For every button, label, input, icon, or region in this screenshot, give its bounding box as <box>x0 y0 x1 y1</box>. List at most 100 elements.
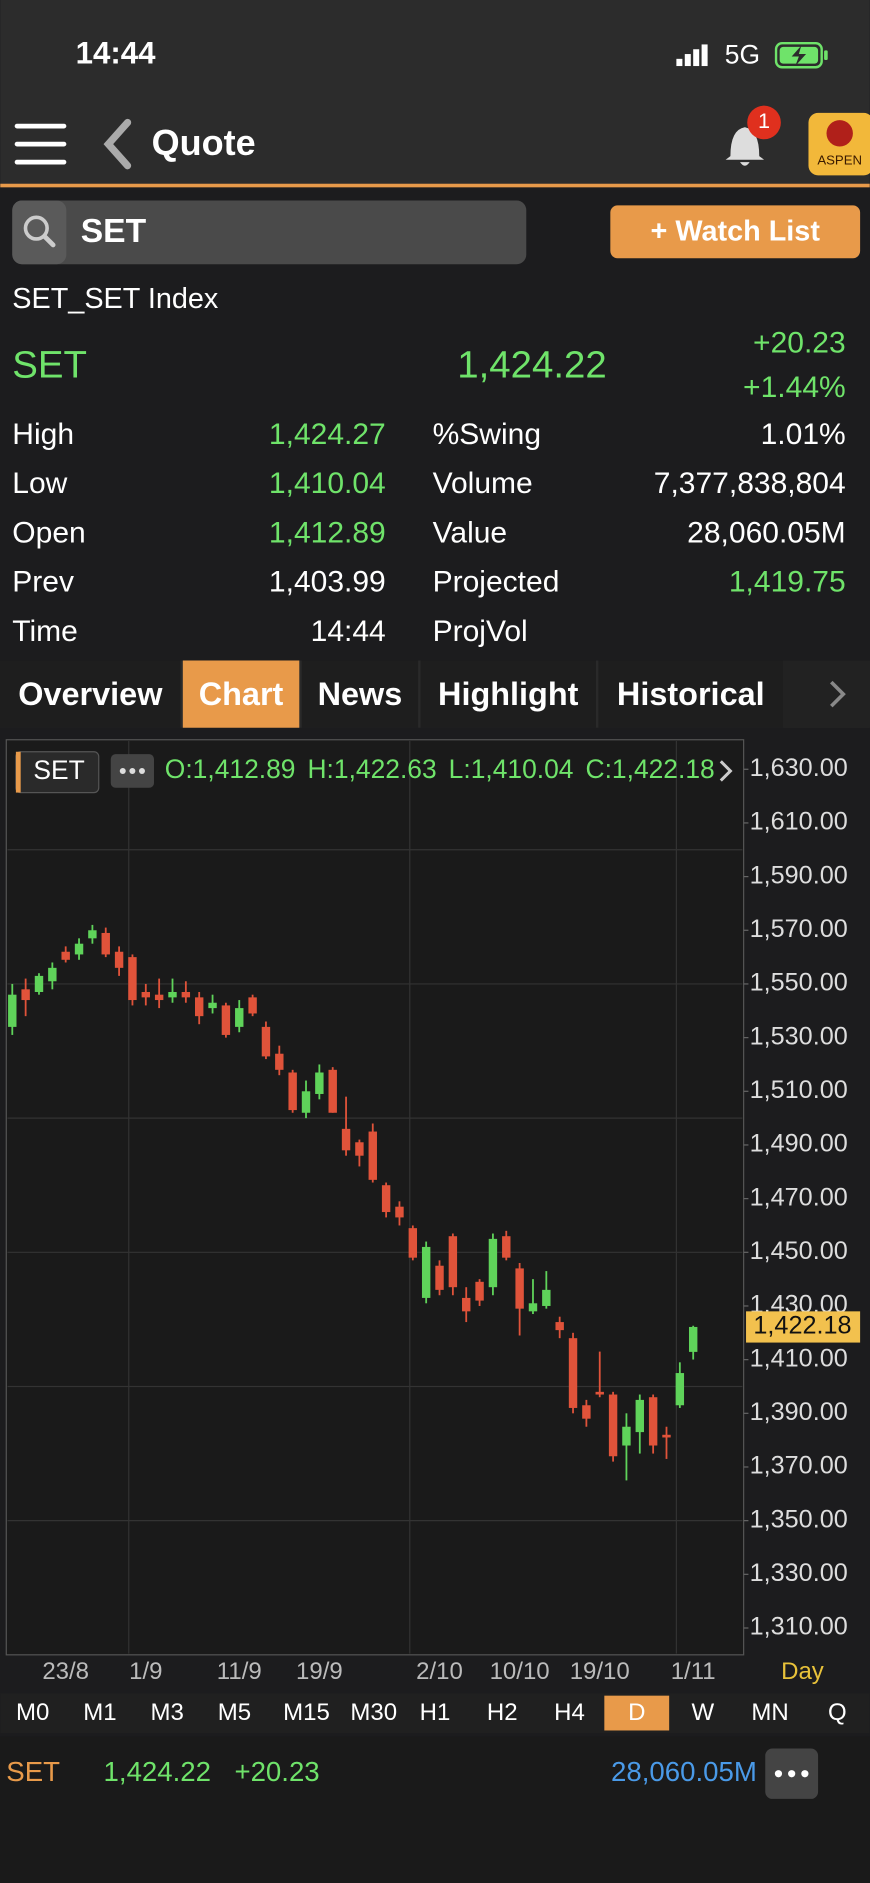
x-tick-label: 19/10 <box>570 1658 630 1685</box>
candle-body <box>61 951 70 960</box>
x-tick-label: 10/10 <box>490 1658 550 1685</box>
candle-body <box>355 1142 364 1156</box>
candle-body <box>435 1265 444 1290</box>
candle-body <box>582 1405 591 1419</box>
tab-label: Chart <box>199 676 284 712</box>
candle-body <box>21 989 30 1001</box>
period-label[interactable]: H1 <box>420 1699 451 1726</box>
stat-label: Time <box>12 615 78 648</box>
stat-value: 1,424.27 <box>269 418 386 451</box>
battery-icon <box>774 42 828 69</box>
stat-value: 1,403.99 <box>269 566 386 599</box>
ohlc-value: C:1,422.18 <box>586 754 715 784</box>
period-label[interactable]: M15 <box>283 1699 330 1726</box>
quote-symbol: SET <box>12 344 87 387</box>
stat-value: 28,060.05M <box>687 516 846 549</box>
watchlist-button[interactable] <box>610 205 861 259</box>
chart: 1,310.00 1,330.00 1,350.00 1,370.00 1,390.00… <box>7 754 861 1685</box>
period-label[interactable]: M5 <box>218 1699 251 1726</box>
chart-symbol: SET <box>33 755 84 785</box>
candle-body <box>101 932 110 955</box>
ohlc-value: H:1,422.63 <box>307 754 436 784</box>
candle-body <box>462 1297 471 1312</box>
stat-label: Low <box>12 467 67 500</box>
interval-label: Day <box>781 1658 824 1685</box>
logo-text: ASPEN <box>817 152 862 167</box>
period-label[interactable]: H4 <box>554 1699 585 1726</box>
x-tick-label: 2/10 <box>416 1658 463 1685</box>
candle-body <box>395 1206 404 1218</box>
tab[interactable] <box>0 660 181 728</box>
candle-body <box>114 951 124 968</box>
candle-body <box>221 1005 231 1035</box>
period-label[interactable]: M3 <box>151 1699 184 1726</box>
y-tick-label: 1,530.00 <box>750 1022 848 1050</box>
logo-mark <box>826 120 853 147</box>
period-label[interactable]: M1 <box>83 1699 116 1726</box>
search-icon <box>23 215 49 241</box>
notification-bell[interactable] <box>725 127 765 166</box>
stat-label: %Swing <box>433 418 541 451</box>
stat-value: 1,412.89 <box>269 516 386 549</box>
candle-body <box>662 1434 671 1438</box>
candle-body <box>675 1373 685 1406</box>
tab[interactable] <box>598 660 784 728</box>
candle-body <box>622 1426 631 1446</box>
candle-body <box>301 1091 311 1113</box>
x-tick-label: 1/9 <box>129 1658 162 1685</box>
stat-label: Open <box>12 516 85 549</box>
y-tick-label: 1,550.00 <box>750 969 848 997</box>
period-label[interactable]: H2 <box>487 1699 518 1726</box>
period-label[interactable]: MN <box>751 1699 788 1726</box>
tab-scroll[interactable] <box>783 660 870 728</box>
candle-body <box>48 967 57 982</box>
stat-value: 1,410.04 <box>269 467 386 500</box>
footer-value: 28,060.05M <box>611 1756 757 1787</box>
y-tick-label: 1,370.00 <box>750 1452 848 1480</box>
tab[interactable] <box>420 660 596 728</box>
back-button[interactable] <box>103 118 132 170</box>
tab[interactable] <box>182 660 300 728</box>
change-percent: +1.44% <box>743 371 846 404</box>
tab-label: Highlight <box>438 676 579 712</box>
candle-body <box>555 1322 564 1331</box>
menu-button[interactable] <box>14 123 67 165</box>
candle-body <box>34 975 44 993</box>
candle-body <box>635 1399 644 1433</box>
y-tick-label: 1,450.00 <box>750 1237 848 1265</box>
search-box[interactable] <box>12 200 527 265</box>
candle-body <box>128 957 137 1001</box>
stat-value: 14:44 <box>311 615 386 648</box>
y-tick-label: 1,630.00 <box>750 754 848 782</box>
candle-body <box>194 997 204 1017</box>
candle-body <box>315 1072 324 1094</box>
y-tick-label: 1,590.00 <box>750 861 848 889</box>
instrument-name: SET_SET Index <box>12 283 219 315</box>
y-tick-label: 1,490.00 <box>750 1130 848 1158</box>
candle-body <box>88 930 97 939</box>
period-label[interactable]: Q <box>828 1699 847 1726</box>
candle-body <box>408 1228 418 1258</box>
period-label[interactable]: M30 <box>350 1699 397 1726</box>
candle-body <box>328 1069 337 1113</box>
period-active[interactable] <box>604 1695 670 1731</box>
tab-label: News <box>318 676 403 712</box>
tab-scroll-arrow <box>830 680 846 708</box>
candle-body <box>168 992 177 998</box>
period-bar <box>0 1693 870 1733</box>
stats: High 1,424.27 %Swing 1.01% Low 1,410.04 Volume… <box>12 418 845 648</box>
candle-body <box>528 1303 538 1312</box>
x-tick-label: 23/8 <box>42 1658 89 1685</box>
period-label[interactable]: D <box>628 1699 645 1726</box>
period-label[interactable]: W <box>691 1699 714 1726</box>
search-icon-bg <box>12 200 67 265</box>
stat-label: Volume <box>433 467 533 500</box>
period-label[interactable]: M0 <box>16 1699 49 1726</box>
tab[interactable] <box>301 660 419 728</box>
candle-body <box>154 994 164 1001</box>
y-tick-label: 1,310.00 <box>750 1613 848 1641</box>
footer-change: +20.23 <box>234 1756 319 1787</box>
signal-icon <box>676 44 708 67</box>
